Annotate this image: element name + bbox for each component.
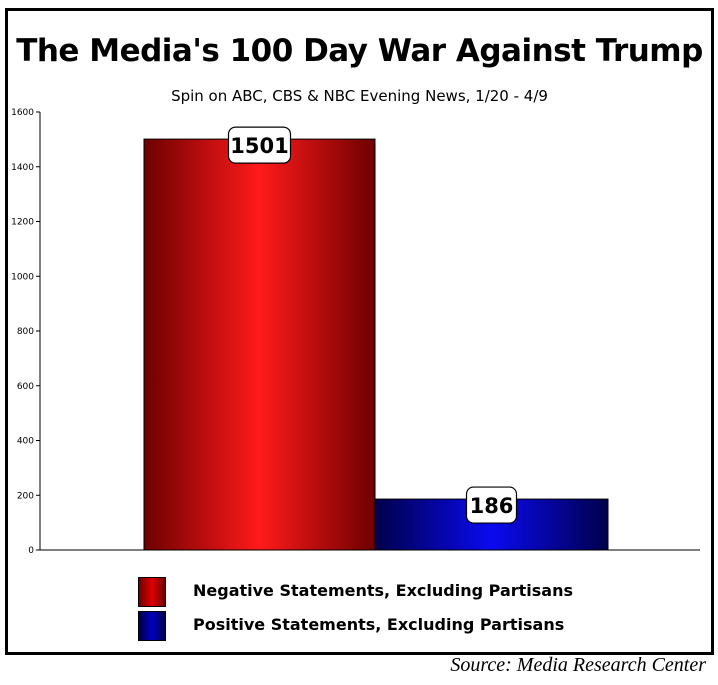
bar-negative — [143, 138, 376, 551]
y-tick-label: 1200 — [11, 218, 34, 228]
y-tick-label: 1400 — [11, 163, 34, 173]
chart-title: The Media's 100 Day War Against Trump — [16, 33, 703, 69]
y-tick-label: 400 — [17, 437, 34, 447]
legend-label-negative: Negative Statements, Excluding Partisans — [193, 581, 573, 600]
data-label-negative: 1501 — [230, 134, 288, 158]
legend-label-positive: Positive Statements, Excluding Partisans — [193, 615, 565, 634]
legend-swatch-positive — [138, 611, 166, 641]
y-tick-label: 1600 — [11, 108, 34, 118]
y-tick-label: 200 — [17, 491, 34, 501]
data-label-positive: 186 — [470, 494, 514, 518]
legend-swatch-negative — [138, 577, 166, 607]
y-tick-label: 1000 — [11, 272, 34, 282]
source-note: Source: Media Research Center — [450, 654, 706, 676]
y-tick-label: 800 — [17, 327, 34, 337]
y-tick-label: 600 — [17, 382, 34, 392]
chart-subtitle: Spin on ABC, CBS & NBC Evening News, 1/2… — [171, 87, 548, 105]
data-label-box — [227, 126, 292, 164]
data-label-box — [465, 486, 518, 524]
y-tick-label: 0 — [28, 546, 34, 556]
